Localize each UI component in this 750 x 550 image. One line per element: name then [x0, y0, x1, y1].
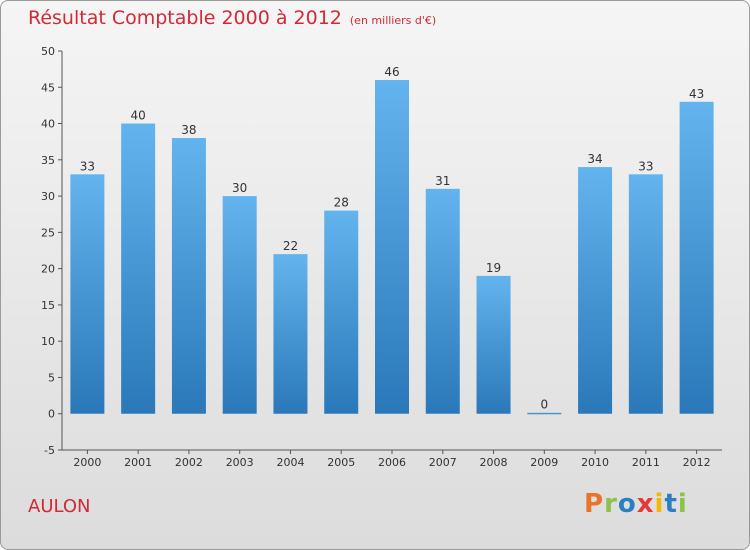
bar-2003	[222, 196, 257, 414]
x-tick-label-2001: 2001	[124, 456, 152, 469]
y-tick-label: 40	[41, 118, 55, 131]
bar-2009	[527, 412, 562, 415]
chart-bars	[70, 80, 714, 415]
bar-2006	[375, 80, 409, 414]
x-tick-label-2002: 2002	[175, 456, 203, 469]
data-label-2010: 34	[587, 152, 602, 166]
y-tick-label: 25	[41, 226, 55, 239]
bar-2010	[578, 167, 613, 414]
y-tick-label: 30	[41, 190, 55, 203]
data-label-2003: 30	[232, 181, 247, 195]
data-label-2005: 28	[334, 196, 349, 210]
data-label-2000: 33	[80, 159, 95, 173]
logo-letter: x	[636, 489, 655, 519]
x-tick-label-2008: 2008	[480, 456, 508, 469]
x-tick-label-2011: 2011	[632, 456, 660, 469]
logo-letter: i	[654, 489, 665, 519]
logo-letter: o	[617, 489, 637, 519]
y-tick-label: 45	[41, 81, 55, 94]
data-label-2008: 19	[486, 261, 501, 275]
x-tick-label-2005: 2005	[327, 456, 355, 469]
y-tick-label: 5	[48, 371, 55, 384]
logo-letter: P	[584, 489, 605, 519]
chart-labels: 33 40 38 30 22 28 46 31 19 0 34 33 43	[80, 65, 705, 412]
chart-title: Résultat Comptable 2000 à 2012 (en millie…	[28, 7, 436, 29]
y-tick-label: 20	[41, 263, 55, 276]
logo-letter: r	[604, 489, 618, 519]
data-label-2004: 22	[283, 239, 298, 253]
data-label-2009: 0	[540, 398, 548, 412]
chart-subtitle: (en milliers d'€)	[349, 14, 437, 27]
bar-2007	[425, 188, 460, 414]
y-tick-label: 10	[41, 335, 55, 348]
data-label-2006: 46	[384, 65, 399, 79]
data-label-2007: 31	[435, 174, 450, 188]
x-tick-label-2004: 2004	[276, 456, 304, 469]
y-tick-label: 35	[41, 154, 55, 167]
x-tick-label-2010: 2010	[581, 456, 609, 469]
y-tick-label: -5	[44, 444, 55, 457]
chart-axes: -5 0 5 10 15 20 25 30 35 40 45 50 2000 2001 2002 2003 20…	[41, 45, 722, 469]
commune-name: AULON	[28, 496, 91, 517]
bar-2004	[273, 254, 308, 414]
data-label-2002: 38	[181, 123, 196, 137]
bar-2011	[628, 174, 663, 414]
bar-2000	[70, 174, 105, 414]
bar-2001	[121, 123, 156, 414]
chart-title-main: Résultat Comptable 2000 à 2012	[28, 7, 342, 29]
bar-2008	[476, 275, 511, 414]
bar-2005	[324, 210, 359, 414]
bar-2012	[679, 101, 714, 414]
x-tick-label-2012: 2012	[683, 456, 711, 469]
x-tick-label-2003: 2003	[226, 456, 254, 469]
y-tick-label: 0	[48, 408, 55, 421]
x-tick-label-2006: 2006	[378, 456, 406, 469]
x-tick-label-2007: 2007	[429, 456, 457, 469]
x-tick-label-2009: 2009	[530, 456, 558, 469]
data-label-2001: 40	[131, 109, 146, 123]
data-label-2012: 43	[689, 87, 704, 101]
logo-letter: t	[664, 489, 678, 519]
y-tick-label: 50	[41, 45, 55, 58]
y-tick-label: 15	[41, 299, 55, 312]
bar-2002	[171, 138, 206, 414]
x-tick-label-2000: 2000	[73, 456, 101, 469]
data-label-2011: 33	[638, 159, 653, 173]
logo-letter: i	[677, 489, 688, 519]
proxiti-logo: Proxiti	[584, 489, 688, 519]
